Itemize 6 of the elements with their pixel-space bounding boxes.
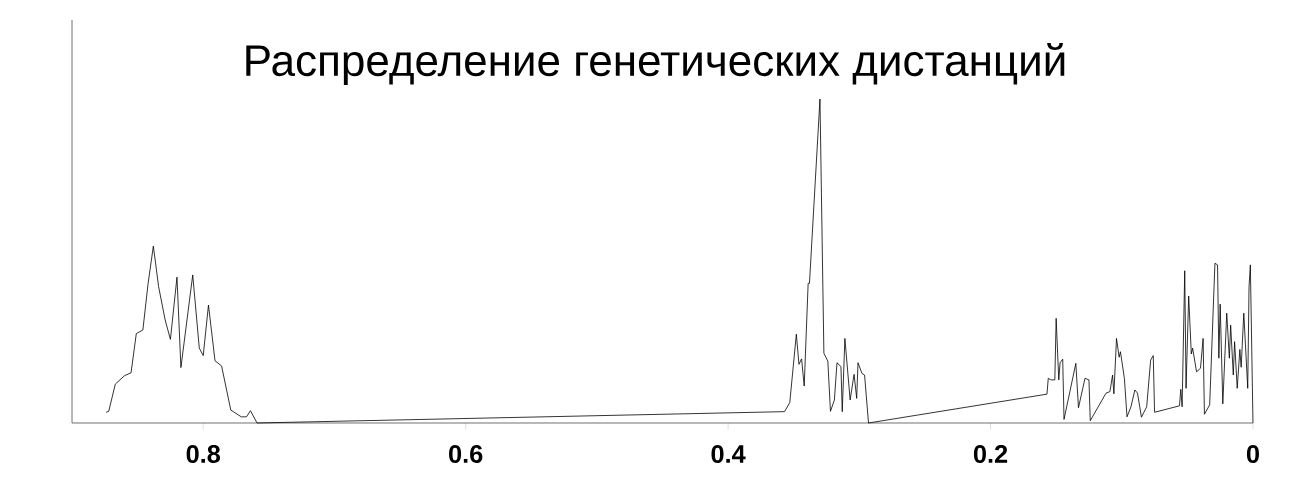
x-tick-label: 0 bbox=[1246, 445, 1259, 463]
x-tick-label: 0.4 bbox=[711, 445, 746, 463]
x-tick-label: 0.8 bbox=[186, 445, 221, 463]
chart-title: Распределение генетических дистанций bbox=[246, 43, 1065, 85]
x-tick-label: 0.2 bbox=[973, 445, 1008, 463]
x-tick-label: 0.6 bbox=[449, 445, 483, 463]
